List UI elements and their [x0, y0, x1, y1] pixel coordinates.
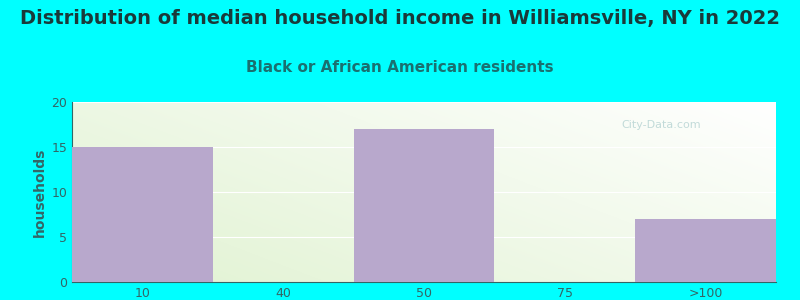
Text: Black or African American residents: Black or African American residents — [246, 60, 554, 75]
Bar — [354, 129, 494, 282]
Y-axis label: households: households — [33, 147, 47, 237]
Bar — [635, 219, 776, 282]
Text: Distribution of median household income in Williamsville, NY in 2022: Distribution of median household income … — [20, 9, 780, 28]
Text: City-Data.com: City-Data.com — [621, 120, 701, 130]
Bar — [72, 147, 213, 282]
